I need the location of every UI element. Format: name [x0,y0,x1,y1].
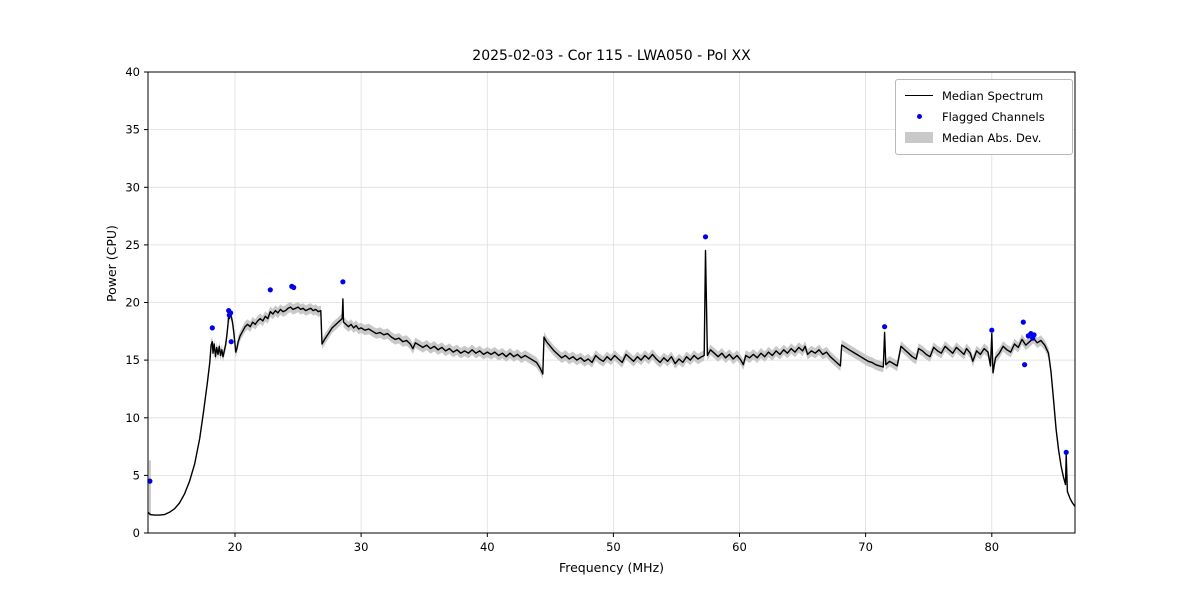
median-spectrum-line-icon [905,95,933,96]
x-tick-label: 30 [354,540,369,554]
y-tick-label: 40 [125,65,140,79]
flagged-channel-dot [1063,449,1069,455]
x-tick-label: 80 [984,540,999,554]
x-axis-label: Frequency (MHz) [558,560,665,575]
y-tick-label: 30 [125,180,140,194]
flagged-channel-dot [291,284,297,291]
median-abs-dev-band-icon [905,132,933,143]
y-tick-label: 10 [125,411,140,425]
x-tick-label: 70 [858,540,873,554]
legend-entry-median-spectrum: Median Spectrum [905,85,1063,106]
legend-entry-flagged-channels: Flagged Channels [905,106,1063,127]
flagged-channel-dot [1020,319,1026,325]
flagged-channel-dot [209,325,215,331]
flagged-channel-dot [1022,362,1028,368]
legend-label: Median Abs. Dev. [942,130,1042,145]
y-tick-label: 35 [125,123,140,137]
y-tick-label: 25 [125,238,140,252]
flagged-channel-dot [989,327,995,333]
x-tick-label: 20 [228,540,243,554]
flagged-channels-dot-icon [905,114,933,119]
legend-entry-median-abs-dev: Median Abs. Dev. [905,127,1063,148]
y-tick-label: 15 [125,353,140,367]
flagged-channel-dot [147,478,153,484]
flagged-channel-dot [702,234,709,240]
flagged-channel-dot [1031,332,1037,338]
y-tick-label: 20 [125,296,140,310]
legend-label: Median Spectrum [942,88,1044,103]
x-tick-label: 60 [732,540,747,554]
y-tick-label: 0 [133,526,140,540]
flagged-channel-dot [228,310,234,316]
flagged-channel-dot [882,324,888,330]
legend-label: Flagged Channels [942,109,1045,124]
flagged-channel-dot [267,287,273,293]
x-tick-label: 40 [480,540,495,554]
flagged-channel-dot [340,279,346,285]
flagged-channel-dot [228,339,234,345]
y-tick-label: 5 [133,468,140,482]
x-tick-label: 50 [606,540,621,554]
legend: Median Spectrum Flagged Channels Median … [895,79,1073,155]
plot-title: 2025-02-03 - Cor 115 - LWA050 - Pol XX [472,48,751,64]
mad-band [207,245,1059,456]
median-spectrum-line [147,249,1076,516]
